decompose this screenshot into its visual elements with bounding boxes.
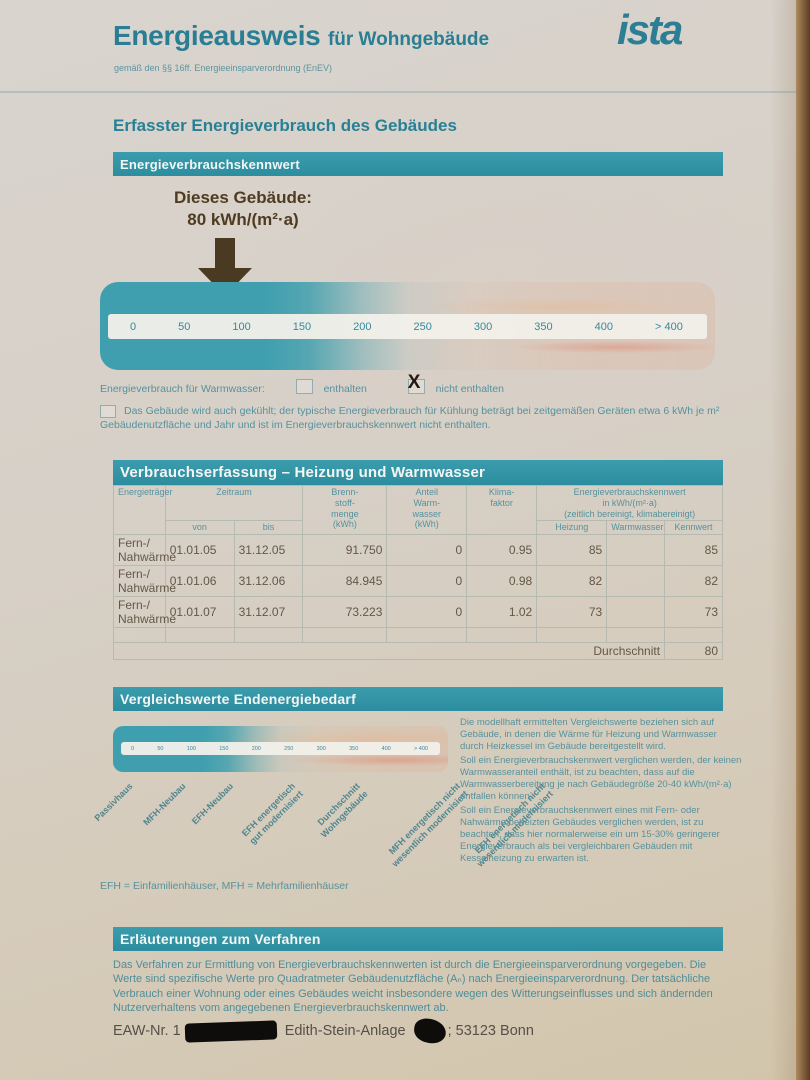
checkbox-nicht-enthalten[interactable]: X bbox=[407, 372, 425, 395]
category-efh-neubau: EFH-Neubau bbox=[189, 781, 236, 827]
category-efh-gut-modernisiert: EFH energetisch gut modernisiert bbox=[239, 781, 305, 846]
x-mark: X bbox=[407, 372, 421, 393]
tick-200: 200 bbox=[353, 320, 372, 333]
average-value: 80 bbox=[664, 642, 723, 661]
category-durchschnitt: Durchschnitt Wohngebäude bbox=[315, 781, 370, 840]
comparison-paragraph: Soll ein Energieverbrauchskennwert eines… bbox=[460, 804, 720, 864]
col-warmwasser: Warmwasser bbox=[606, 520, 666, 536]
col-klimafaktor: Klima- faktor bbox=[466, 484, 538, 536]
comparison-paragraph: Soll ein Energieverbrauchskennwert vergl… bbox=[460, 754, 742, 802]
method-body: Das Verfahren zur Ermittlung von Energie… bbox=[113, 959, 713, 1014]
tick-0: 0 bbox=[130, 320, 137, 333]
average-label: Durchschnitt bbox=[112, 642, 666, 661]
band-verbrauchserfassung: Verbrauchserfassung – Heizung und Warmwa… bbox=[113, 460, 723, 485]
eaw-footer: EAW-Nr. 1 Edith-Stein-Anlage ; 53123 Bon… bbox=[113, 1016, 534, 1046]
checkbox-cooling[interactable] bbox=[100, 405, 116, 418]
band-vergleichswerte: Vergleichswerte Endenergiebedarf bbox=[113, 687, 723, 711]
cooling-note-row: Das Gebäude wird auch gekühlt; der typis… bbox=[100, 404, 722, 432]
tick-gt400: > 400 bbox=[655, 320, 683, 333]
comparison-title: Vergleichswerte Endenergiebedarf bbox=[120, 691, 356, 707]
section-heading-consumption: Erfasster Energieverbrauch des Gebäudes bbox=[113, 116, 457, 135]
tick-100: 100 bbox=[232, 320, 251, 333]
col-kennwert: Kennwert bbox=[664, 520, 723, 536]
redaction-mark bbox=[184, 1019, 277, 1043]
comparison-footnote: EFH = Einfamilienhäuser, MFH = Mehrfamil… bbox=[100, 880, 349, 892]
page-title-suffix: für Wohngebäude bbox=[327, 29, 490, 50]
col-von: von bbox=[164, 520, 235, 536]
col-bis: bis bbox=[233, 520, 304, 536]
page-subtitle: gemäß den §§ 16ff. Energieeinsparverordn… bbox=[114, 63, 332, 73]
col-anteil-warmwasser: Anteil Warm- wasser (kWh) bbox=[386, 484, 468, 536]
city-text: ; 53123 Bonn bbox=[447, 1023, 534, 1039]
option-nicht-enthalten-label: nicht enthalten bbox=[435, 383, 504, 395]
col-energietraeger: Energieträger bbox=[113, 484, 173, 536]
table-row: Fern-/ Nahwärme 01.01.05 31.12.05 91.750… bbox=[113, 534, 723, 567]
category-mfh-neubau: MFH-Neubau bbox=[140, 781, 188, 828]
col-heizung: Heizung bbox=[536, 520, 608, 536]
hot-water-label: Energieverbrauch für Warmwasser: bbox=[100, 383, 265, 395]
table-title: Verbrauchserfassung – Heizung und Warmwa… bbox=[120, 464, 486, 481]
table-empty-row bbox=[113, 627, 723, 644]
category-mfh-nicht-modernisiert: MFH energetisch nicht wesentlich moderni… bbox=[386, 781, 470, 869]
consumption-table: Energieträger Zeitraum Brenn- stoff- men… bbox=[112, 484, 723, 661]
eaw-number-label: EAW-Nr. 1 bbox=[113, 1023, 181, 1039]
col-zeitraum: Zeitraum bbox=[164, 484, 304, 522]
col-kennwert-group: Energieverbrauchskennwert in kWh/(m²·a) … bbox=[536, 484, 723, 522]
redaction-mark bbox=[412, 1016, 448, 1046]
photo-table-edge bbox=[796, 0, 810, 1080]
band-erlaeuterungen: Erläuterungen zum Verfahren bbox=[113, 927, 723, 951]
energy-scale-ticks: 0 50 100 150 200 250 300 350 400 > 400 bbox=[108, 314, 707, 339]
building-value-callout: Dieses Gebäude: 80 kWh/(m²·a) bbox=[128, 187, 358, 231]
building-value: 80 kWh/(m²·a) bbox=[187, 210, 299, 230]
tick-150: 150 bbox=[292, 320, 312, 333]
header-divider bbox=[0, 91, 796, 93]
table-row: Fern-/ Nahwärme 01.01.06 31.12.06 84.945… bbox=[113, 565, 723, 598]
tick-300: 300 bbox=[473, 320, 493, 333]
band-energieverbrauchskennwert: Energieverbrauchskennwert bbox=[113, 152, 723, 176]
table-average-row: Durchschnitt 80 bbox=[112, 642, 723, 661]
ista-logo: ista bbox=[617, 6, 683, 53]
tick-400: 400 bbox=[594, 320, 614, 333]
cooling-note-text: Das Gebäude wird auch gekühlt; der typis… bbox=[100, 405, 720, 432]
method-title: Erläuterungen zum Verfahren bbox=[120, 931, 321, 947]
hot-water-row: Energieverbrauch für Warmwasser: enthalt… bbox=[100, 372, 715, 395]
comparison-paragraph: Die modellhaft ermittelten Vergleichswer… bbox=[460, 717, 717, 752]
category-passivhaus: Passivhaus bbox=[92, 781, 136, 824]
col-brennstoffmenge: Brenn- stoff- menge (kWh) bbox=[302, 484, 388, 536]
comparison-explanation: Die modellhaft ermittelten Vergleichswer… bbox=[460, 717, 742, 867]
comparison-scale-bar: 0 50 100 150 200 250 300 350 400 > 400 bbox=[113, 726, 448, 772]
checkbox-enthalten[interactable] bbox=[295, 379, 313, 394]
energy-scale-bar: 0 50 100 150 200 250 300 350 400 > 400 bbox=[100, 282, 715, 370]
address-text: Edith-Stein-Anlage bbox=[284, 1023, 406, 1039]
tick-50: 50 bbox=[178, 320, 191, 333]
tick-350: 350 bbox=[534, 320, 553, 333]
page-title: Energieausweis für Wohngebäude bbox=[113, 20, 489, 52]
comparison-scale-ticks: 0 50 100 150 200 250 300 350 400 > 400 bbox=[121, 742, 440, 755]
page-title-main: Energieausweis bbox=[113, 20, 321, 51]
band-label: Energieverbrauchskennwert bbox=[120, 156, 300, 172]
table-row: Fern-/ Nahwärme 01.01.07 31.12.07 73.223… bbox=[113, 596, 723, 629]
table-header-row-1: Energieträger Zeitraum Brenn- stoff- men… bbox=[113, 484, 723, 536]
building-label: Dieses Gebäude: bbox=[174, 188, 312, 207]
tick-250: 250 bbox=[413, 320, 432, 333]
option-enthalten-label: enthalten bbox=[323, 383, 367, 395]
